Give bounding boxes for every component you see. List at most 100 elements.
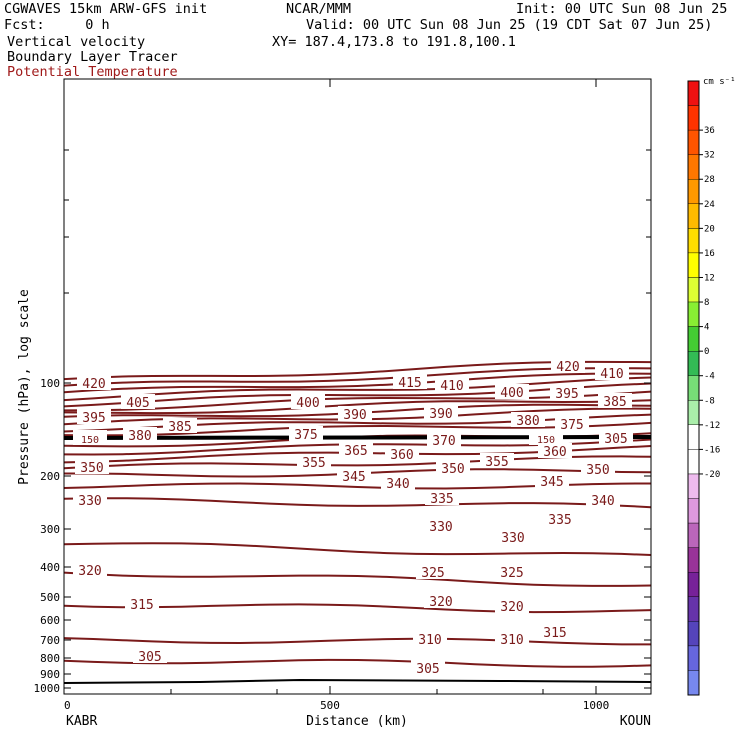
contour-label-bg: [495, 384, 529, 399]
contour-label-bg: [337, 468, 371, 483]
isentrope-line: [63, 571, 652, 587]
contour-label: 410: [440, 379, 463, 394]
contour-label: 385: [168, 420, 191, 435]
init-time: Init: 00 UTC Sun 08 Jun 25: [516, 1, 728, 17]
colorbar-label: 24: [704, 200, 715, 210]
contour-label: 355: [302, 456, 325, 471]
colorbar-swatch: [687, 400, 700, 426]
contour-label-bg: [436, 460, 470, 475]
contour-label: 305: [604, 432, 627, 447]
contour-label: 400: [500, 386, 523, 401]
contour-label: 410: [600, 367, 623, 382]
contour-label: 330: [78, 494, 101, 509]
contour-label: 390: [343, 408, 366, 423]
contour-label-bg: [543, 511, 577, 526]
colorbar-label: 8: [704, 298, 709, 308]
x-tick-label: 500: [320, 699, 340, 712]
model-title: CGWAVES 15km ARW-GFS init: [4, 1, 208, 17]
contour-label-bg: [550, 385, 584, 400]
contour-label-bg: [163, 418, 197, 433]
colorbar-label: 4: [704, 323, 709, 333]
contour-label: 335: [548, 513, 571, 528]
isentrope-line: [63, 421, 652, 437]
colorbar-swatch: [687, 449, 700, 475]
colorbar-label: -4: [704, 372, 715, 382]
right-station-label: KOUN: [620, 714, 651, 729]
contour-label-bg: [73, 430, 107, 445]
plot-frame: [63, 78, 652, 695]
contour-label-bg: [495, 598, 529, 613]
contour-label-bg: [595, 365, 629, 380]
colorbar-label: 36: [704, 126, 715, 136]
colorbar-frame: [687, 80, 700, 696]
contour-label-bg: [598, 393, 632, 408]
left-station-label: KABR: [66, 714, 97, 729]
contour-label-bg: [411, 660, 445, 675]
contour-label: 150: [81, 435, 99, 446]
contour-label-bg: [338, 406, 372, 421]
contour-label: 365: [344, 444, 367, 459]
contour-label: 345: [342, 470, 365, 485]
contour-label: 335: [430, 492, 453, 507]
terrain-line: [63, 678, 652, 684]
contour-label: 360: [543, 445, 566, 460]
field-potential-temperature: Potential Temperature: [7, 64, 178, 80]
contour-label: 320: [78, 564, 101, 579]
contour-label: 420: [82, 377, 105, 392]
contour-label: 390: [429, 407, 452, 422]
contour-label-bg: [555, 416, 589, 431]
contour-label: 340: [591, 494, 614, 509]
contour-label: 380: [128, 429, 151, 444]
contour-label-bg: [77, 375, 111, 390]
colorbar-swatch: [687, 522, 700, 548]
colorbar-label: 16: [704, 249, 715, 259]
contour-label-bg: [73, 562, 107, 577]
colorbar-swatch: [687, 473, 700, 499]
colorbar-label: 0: [704, 347, 709, 357]
colorbar-label: -20: [704, 470, 720, 480]
contour-label-bg: [385, 446, 419, 461]
isentrope-line: [63, 372, 652, 394]
contour-label: 340: [386, 477, 409, 492]
contour-label-bg: [538, 624, 572, 639]
contour-label-bg: [413, 631, 447, 646]
contour-label: 380: [516, 414, 539, 429]
contour-label: 325: [500, 566, 523, 581]
contour-label: 375: [294, 428, 317, 443]
y-tick-label: 100: [40, 377, 60, 390]
contour-label: 315: [543, 626, 566, 641]
valid-time: Valid: 00 UTC Sun 08 Jun 25 (19 CDT Sat …: [306, 17, 713, 33]
contour-label-bg: [535, 473, 569, 488]
x-axis-label: Distance (km): [306, 714, 408, 729]
contour-label-bg: [495, 631, 529, 646]
colorbar-swatch: [687, 424, 700, 450]
colorbar-swatch: [687, 129, 700, 155]
colorbar-swatch: [687, 547, 700, 573]
contour-label-bg: [511, 412, 545, 427]
contour-label-bg: [291, 394, 325, 409]
contour-label: 355: [485, 455, 508, 470]
isentrope-line: [63, 637, 651, 646]
contour-label-bg: [495, 564, 529, 579]
contour-label-bg: [424, 593, 458, 608]
contour-label: 385: [603, 395, 626, 410]
contour-label: 320: [500, 600, 523, 615]
contour-label: 350: [80, 461, 103, 476]
contour-label-bg: [496, 529, 530, 544]
contour-label-bg: [75, 459, 109, 474]
colorbar-label: -12: [704, 421, 720, 431]
isentrope-line: [63, 497, 652, 509]
contour-label: 330: [429, 520, 452, 535]
colorbar-unit: cm s⁻¹: [703, 77, 736, 87]
field-boundary-layer-tracer: Boundary Layer Tracer: [7, 49, 178, 65]
contour-label-bg: [425, 490, 459, 505]
y-tick-label: 200: [40, 470, 60, 483]
contour-label-bg: [339, 442, 373, 457]
y-tick-label: 1000: [34, 682, 61, 695]
contour-label: 370: [432, 434, 455, 449]
colorbar-swatch: [687, 645, 700, 671]
forecast-hour: Fcst: 0 h: [4, 17, 110, 33]
contour-label-bg: [133, 648, 167, 663]
